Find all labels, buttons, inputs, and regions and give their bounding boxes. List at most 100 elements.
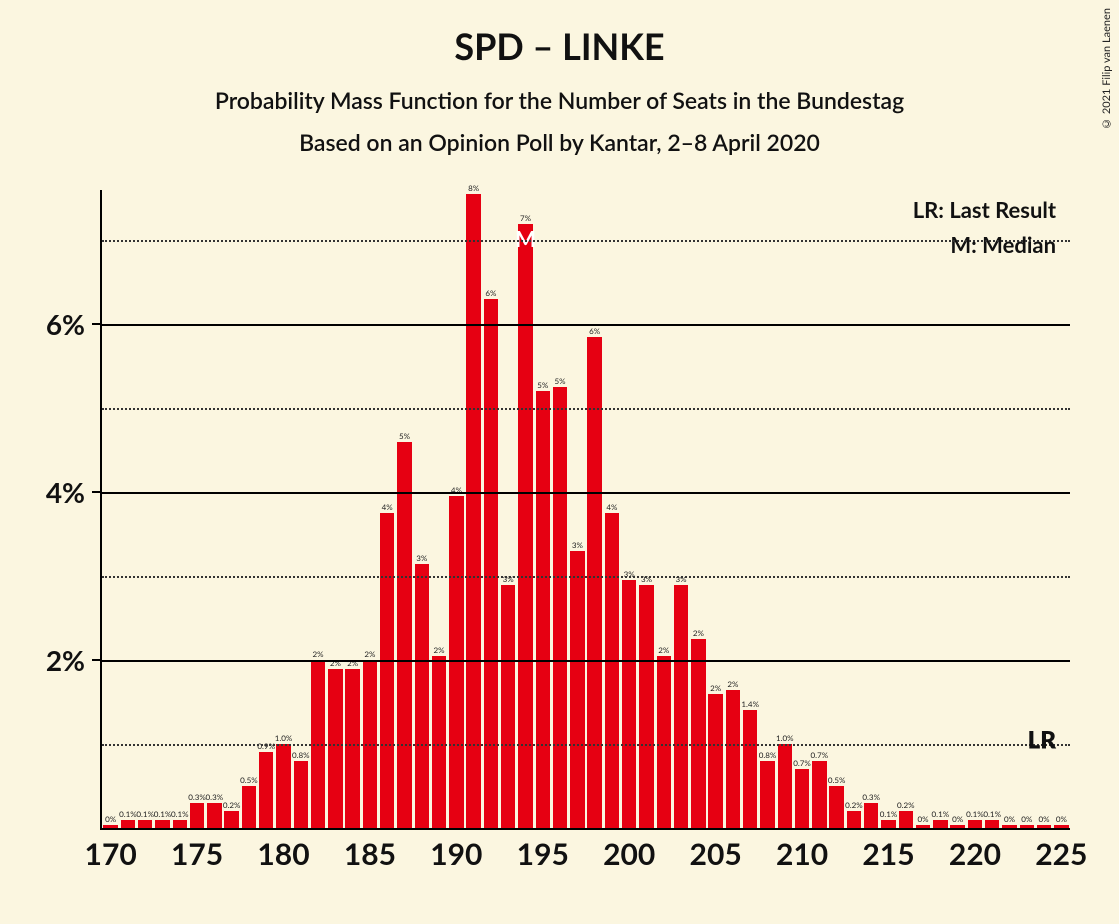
grid-major bbox=[102, 324, 1070, 326]
bar-value-label: 0% bbox=[1039, 814, 1050, 824]
legend: LR: Last Result M: Median bbox=[913, 196, 1056, 266]
bar: 2% bbox=[328, 669, 343, 829]
bar-value-label: 0.3% bbox=[862, 792, 880, 802]
bar-value-label: 3% bbox=[416, 553, 427, 563]
bar-value-label: 5% bbox=[537, 380, 548, 390]
bar-value-label: 2% bbox=[330, 658, 341, 668]
x-tick-label: 190 bbox=[430, 836, 482, 872]
y-tick-label: 2% bbox=[46, 643, 85, 677]
bar: 5% bbox=[553, 387, 568, 828]
bar-value-label: 6% bbox=[589, 326, 600, 336]
grid-minor bbox=[102, 408, 1070, 410]
grid-minor bbox=[102, 240, 1070, 242]
bar-value-label: 2% bbox=[710, 683, 721, 693]
bar: 0.1% bbox=[155, 820, 170, 828]
bar: 0.1% bbox=[121, 820, 136, 828]
bar: 0.3% bbox=[207, 803, 222, 828]
x-tick-label: 210 bbox=[776, 836, 828, 872]
bar: 6% bbox=[587, 337, 602, 828]
bar: 3% bbox=[622, 580, 637, 828]
bar: 0.2% bbox=[847, 811, 862, 828]
bar-value-label: 3% bbox=[572, 540, 583, 550]
bar: 4% bbox=[380, 513, 395, 828]
x-tick-label: 205 bbox=[690, 836, 742, 872]
bar: 5% bbox=[536, 391, 551, 828]
bar-value-label: 2% bbox=[693, 628, 704, 638]
bar-value-label: 2% bbox=[313, 649, 324, 659]
bar-value-label: 0.3% bbox=[206, 792, 224, 802]
bar: 1.4% bbox=[743, 710, 758, 828]
bar: 0% bbox=[1002, 825, 1017, 828]
bar-value-label: 0.8% bbox=[292, 750, 310, 760]
bar: 0.3% bbox=[864, 803, 879, 828]
bar: 0.1% bbox=[968, 820, 983, 828]
y-tick-mark bbox=[92, 659, 100, 661]
bar: 0% bbox=[103, 825, 118, 828]
bar: 2% bbox=[708, 694, 723, 828]
bar-value-label: 0.1% bbox=[119, 809, 137, 819]
bar: 5% bbox=[397, 442, 412, 828]
legend-lr: LR: Last Result bbox=[913, 196, 1056, 223]
bar: 0.5% bbox=[242, 786, 257, 828]
bar-value-label: 7% bbox=[520, 213, 531, 223]
bar: 0.1% bbox=[985, 820, 1000, 828]
bar-value-label: 0.2% bbox=[223, 800, 241, 810]
x-tick-label: 195 bbox=[517, 836, 569, 872]
bar-value-label: 5% bbox=[555, 376, 566, 386]
x-tick-label: 175 bbox=[171, 836, 223, 872]
bar: 0% bbox=[916, 825, 931, 828]
bar: 2% bbox=[432, 656, 447, 828]
y-tick-mark bbox=[92, 323, 100, 325]
bar-value-label: 0.5% bbox=[240, 775, 258, 785]
bar-value-label: 0% bbox=[105, 814, 116, 824]
bar-value-label: 2% bbox=[658, 645, 669, 655]
bar-value-label: 3% bbox=[676, 574, 687, 584]
bar: 0.5% bbox=[829, 786, 844, 828]
bar-value-label: 1.0% bbox=[275, 733, 293, 743]
bar-value-label: 0.9% bbox=[257, 741, 275, 751]
bar: 0.7% bbox=[795, 769, 810, 828]
bar: 4% bbox=[449, 496, 464, 828]
plot-area: 0%0.1%0.1%0.1%0.1%0.3%0.3%0.2%0.5%0.9%1.… bbox=[100, 190, 1070, 830]
bar-value-label: 0.1% bbox=[983, 809, 1001, 819]
grid-major bbox=[102, 492, 1070, 494]
bar-value-label: 0% bbox=[1004, 814, 1015, 824]
bar-value-label: 0% bbox=[952, 814, 963, 824]
bar: 3% bbox=[501, 585, 516, 828]
x-tick-label: 225 bbox=[1035, 836, 1087, 872]
bar: 0.2% bbox=[224, 811, 239, 828]
bar: 3% bbox=[674, 585, 689, 828]
bar: 0.1% bbox=[881, 820, 896, 828]
bar-value-label: 8% bbox=[468, 183, 479, 193]
y-tick-label: 6% bbox=[46, 307, 85, 341]
bar: 0.7% bbox=[812, 761, 827, 828]
bar: 2% bbox=[657, 656, 672, 828]
median-marker: M bbox=[515, 225, 536, 252]
bar-value-label: 0.2% bbox=[897, 800, 915, 810]
bar: 0.2% bbox=[899, 811, 914, 828]
copyright-text: © 2021 Filip van Laenen bbox=[1100, 8, 1113, 130]
bar: 8% bbox=[466, 194, 481, 828]
bar: 0% bbox=[1020, 825, 1035, 828]
y-tick-mark bbox=[92, 491, 100, 493]
grid-major bbox=[102, 660, 1070, 662]
bar-value-label: 5% bbox=[399, 431, 410, 441]
bar-value-label: 4% bbox=[382, 502, 393, 512]
bar: 0.1% bbox=[173, 820, 188, 828]
bar-value-label: 3% bbox=[641, 574, 652, 584]
bar-value-label: 1.4% bbox=[741, 699, 759, 709]
bar-value-label: 0.1% bbox=[171, 809, 189, 819]
bar-value-label: 0% bbox=[1056, 814, 1067, 824]
bar: 1.0% bbox=[778, 744, 793, 828]
bar: 0.8% bbox=[294, 761, 309, 828]
bar: 0% bbox=[1037, 825, 1052, 828]
bar-value-label: 2% bbox=[347, 658, 358, 668]
bar-value-label: 2% bbox=[727, 679, 738, 689]
bar: 3% bbox=[415, 564, 430, 828]
bar-value-label: 0.8% bbox=[759, 750, 777, 760]
bar: 2% bbox=[691, 639, 706, 828]
bar-value-label: 0.1% bbox=[966, 809, 984, 819]
bar-value-label: 0.1% bbox=[154, 809, 172, 819]
bar: 2% bbox=[345, 669, 360, 829]
x-tick-label: 220 bbox=[949, 836, 1001, 872]
